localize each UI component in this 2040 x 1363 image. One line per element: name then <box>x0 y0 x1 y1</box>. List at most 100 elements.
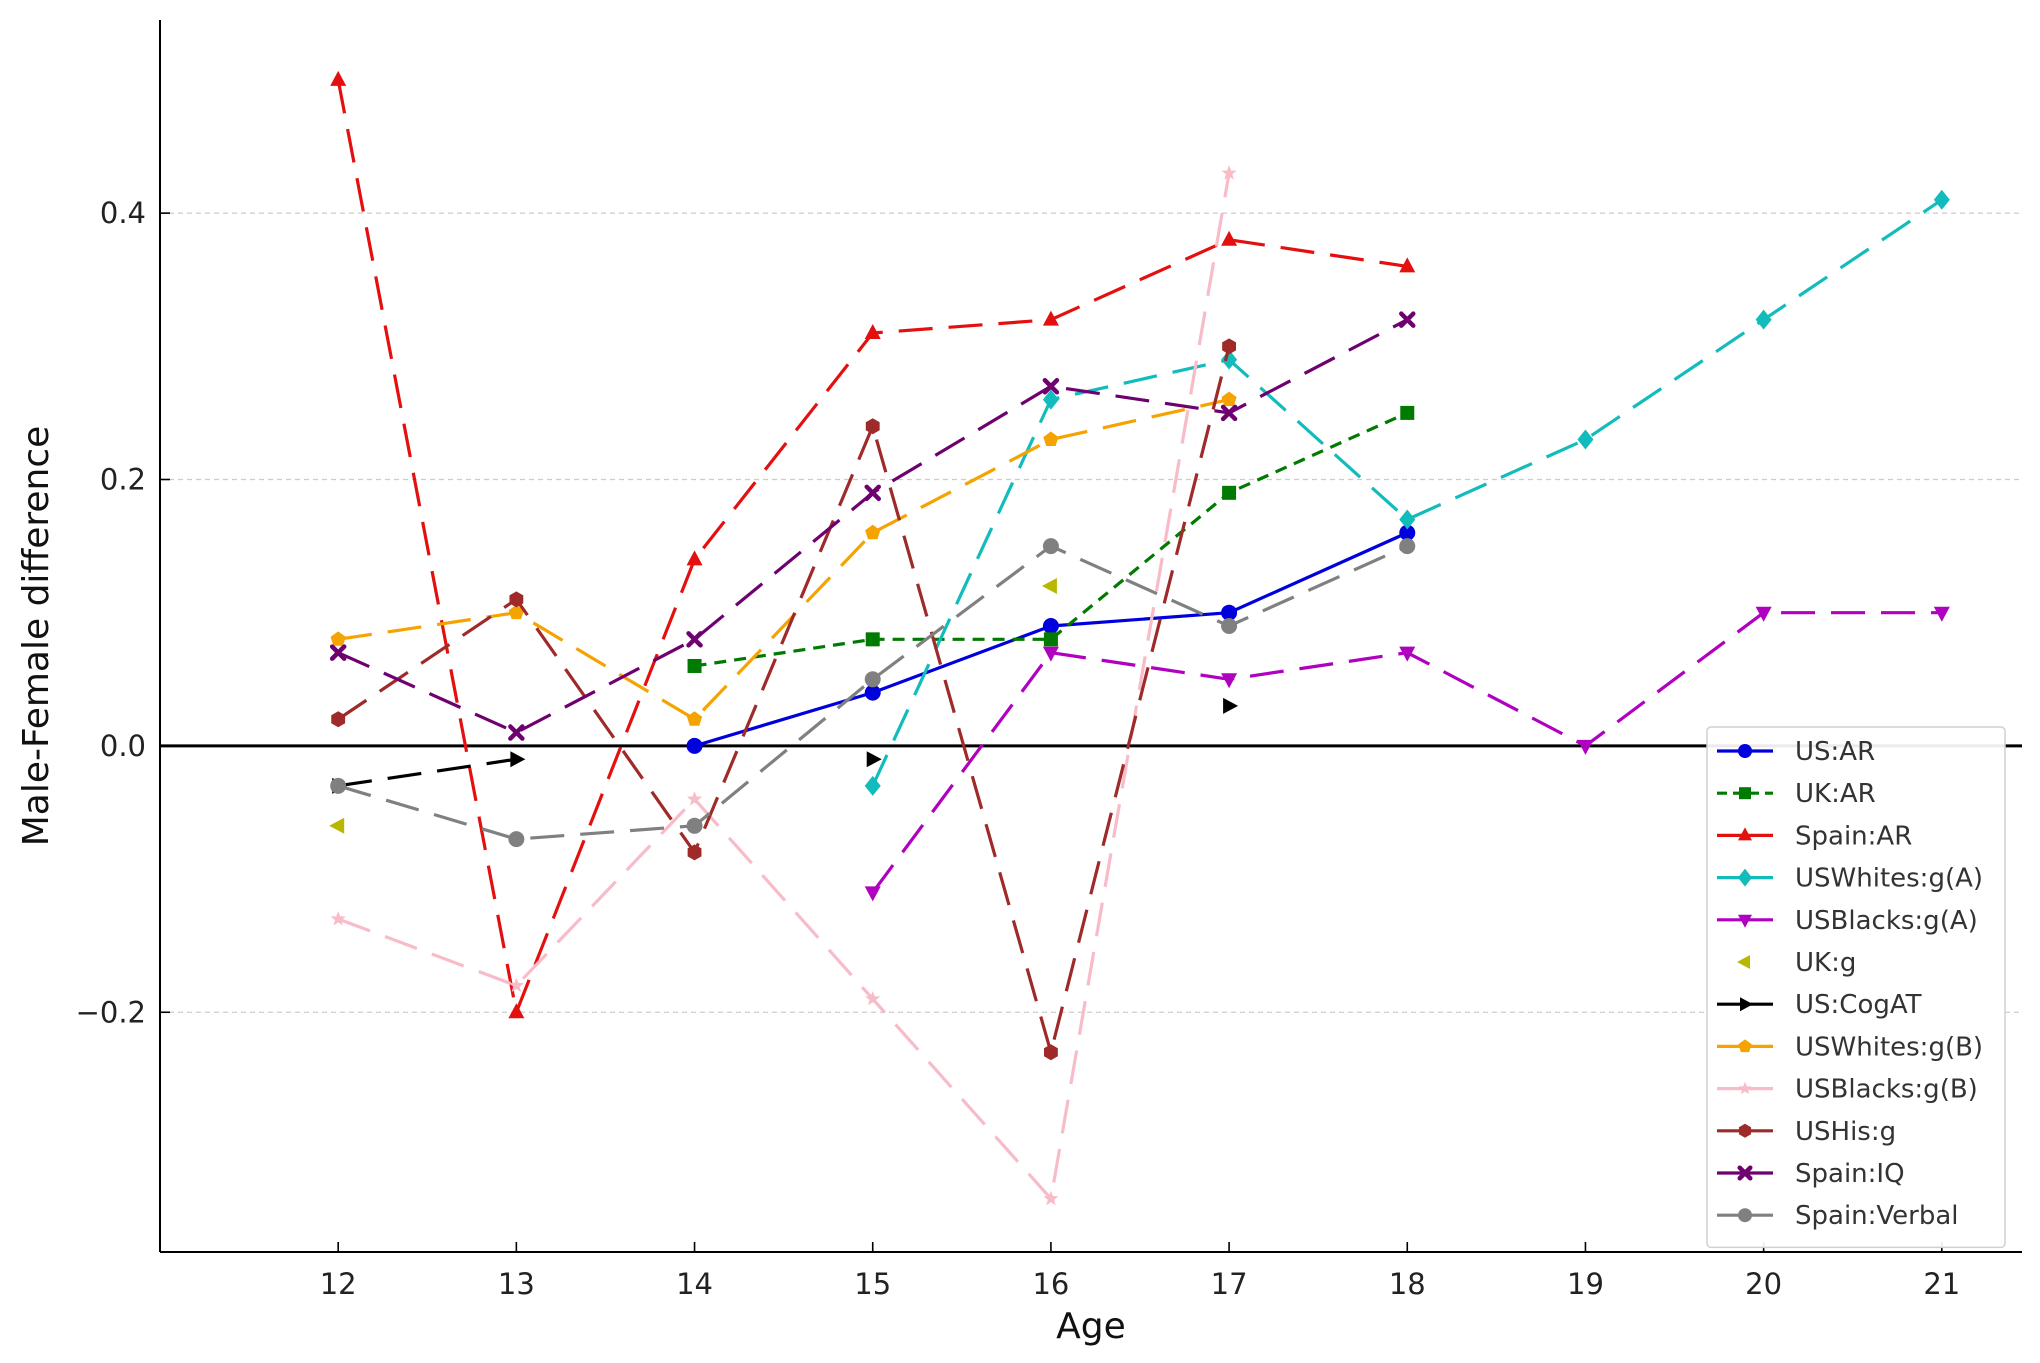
series-usblacks-g-b <box>330 165 1237 1206</box>
data-point <box>1221 618 1238 635</box>
data-point <box>864 323 881 339</box>
x-tick-label: 19 <box>1567 1267 1604 1301</box>
legend-label: US:CogAT <box>1795 990 1922 1020</box>
legend-marker <box>1738 868 1752 887</box>
data-point <box>1223 697 1239 714</box>
data-point <box>1400 405 1415 420</box>
data-point <box>330 70 347 86</box>
data-point <box>1221 165 1237 180</box>
data-point <box>686 711 703 726</box>
series-usblacks-g-a <box>864 606 1950 902</box>
data-point <box>329 644 347 661</box>
series-group <box>329 70 1950 1206</box>
y-tick-label: 0.0 <box>100 729 146 763</box>
data-point <box>1577 429 1594 450</box>
legend: US:AR UK:AR Spain:AR USWhites:g(A) USBlacks:… <box>1706 726 2006 1249</box>
data-point <box>1042 378 1060 395</box>
data-point <box>1043 1190 1059 1206</box>
legend-marker <box>1740 997 1753 1012</box>
series-uswhites-g-b <box>330 391 1237 726</box>
data-point <box>330 777 347 794</box>
legend-marker <box>1738 1039 1752 1053</box>
data-point <box>1577 739 1594 755</box>
data-point <box>509 591 524 608</box>
y-axis-title: Male-Female difference <box>16 426 57 847</box>
legend-marker <box>1737 955 1750 969</box>
data-point <box>330 911 346 926</box>
legend-marker <box>1738 1208 1752 1223</box>
data-point <box>686 737 703 754</box>
legend-item-uk-g: UK:g <box>1737 948 1856 978</box>
data-point <box>1221 349 1238 370</box>
legend-label: USBlacks:g(A) <box>1795 906 1978 936</box>
y-tick-label: 0.2 <box>100 463 146 497</box>
data-point <box>1933 189 1950 210</box>
legend-item-uk-ar: UK:AR <box>1717 779 1876 809</box>
x-tick-label: 12 <box>320 1267 357 1301</box>
x-tick-label: 14 <box>676 1267 713 1301</box>
series-spain-iq <box>329 311 1416 741</box>
data-point <box>1043 632 1058 647</box>
data-point <box>1221 391 1237 407</box>
data-point <box>1042 310 1059 326</box>
legend-marker <box>1739 787 1751 800</box>
y-tick-label: −0.2 <box>76 995 146 1029</box>
legend-label: UK:AR <box>1795 779 1876 809</box>
series-spain-ar <box>330 70 1416 1019</box>
data-point <box>329 817 345 834</box>
data-point <box>687 658 702 673</box>
series-line <box>336 79 1408 1014</box>
series-spain-verbal <box>330 538 1416 848</box>
legend-label: US:AR <box>1795 737 1875 767</box>
x-tick-label: 20 <box>1745 1267 1782 1301</box>
data-point <box>866 751 882 768</box>
legend-label: Spain:AR <box>1795 821 1912 851</box>
data-point <box>510 751 526 768</box>
legend-label: UK:g <box>1795 948 1856 978</box>
legend-marker <box>1738 1081 1752 1095</box>
data-point <box>508 724 525 741</box>
data-point <box>1041 578 1057 595</box>
data-point <box>1221 673 1238 689</box>
data-point <box>1222 338 1237 355</box>
data-point <box>508 831 525 848</box>
legend-item-spain-iq: Spain:IQ <box>1717 1159 1905 1189</box>
data-point <box>1399 646 1416 662</box>
legend-marker <box>1738 744 1752 758</box>
x-tick-label: 18 <box>1389 1267 1426 1301</box>
series-line <box>871 198 1943 787</box>
data-point <box>865 990 881 1006</box>
data-point <box>686 817 703 834</box>
data-point <box>687 844 702 861</box>
x-tick-label: 13 <box>498 1267 535 1301</box>
x-axis-title: Age <box>1056 1306 1126 1347</box>
data-point <box>686 791 703 806</box>
legend-item-usblacks-g-b: USBlacks:g(B) <box>1717 1075 1978 1105</box>
data-point <box>686 631 703 648</box>
x-tick-label: 17 <box>1211 1267 1248 1301</box>
data-point <box>1399 538 1416 555</box>
legend-item-ushis-g: USHis:g <box>1717 1117 1896 1147</box>
legend-label: Spain:IQ <box>1795 1159 1905 1189</box>
legend-frame <box>1706 726 2006 1249</box>
legend-item-uswhites-g-a: USWhites:g(A) <box>1717 864 1983 894</box>
legend-label: USHis:g <box>1795 1117 1896 1147</box>
data-point <box>1222 485 1237 500</box>
data-point <box>1399 524 1416 541</box>
series-line <box>337 172 1231 1201</box>
legend-marker <box>1737 1165 1753 1181</box>
y-tick-label: 0.4 <box>100 196 146 230</box>
data-point <box>1042 618 1059 635</box>
data-point <box>330 631 346 646</box>
data-point <box>864 671 881 688</box>
data-point <box>1042 646 1059 662</box>
data-point <box>1221 604 1238 621</box>
data-point <box>1399 509 1416 530</box>
x-tick-label: 16 <box>1032 1267 1069 1301</box>
legend-marker <box>1738 827 1752 841</box>
data-point <box>864 484 881 502</box>
series-uk-g <box>329 578 1057 834</box>
series-line <box>337 757 517 788</box>
data-point <box>1043 1044 1058 1061</box>
